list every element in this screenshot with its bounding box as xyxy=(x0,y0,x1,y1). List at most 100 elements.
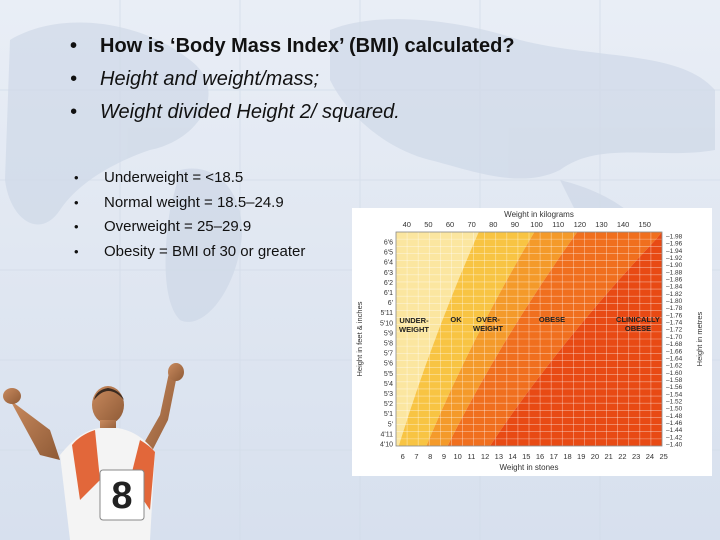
kg-tick-label: 40 xyxy=(403,220,411,229)
kg-tick-label: 60 xyxy=(446,220,454,229)
bullet-underweight: • Underweight = <18.5 xyxy=(74,166,364,191)
stone-tick-label: 25 xyxy=(659,452,667,461)
bullet-obesity: • Obesity = BMI of 30 or greater xyxy=(74,240,364,265)
bmi-category-list: • Underweight = <18.5 • Normal weight = … xyxy=(74,166,364,264)
zone-label: WEIGHT xyxy=(473,324,503,333)
metre-tick-label: –1.58 xyxy=(666,377,683,384)
stone-tick-label: 11 xyxy=(467,452,475,461)
metre-tick-label: –1.52 xyxy=(666,398,683,405)
metre-tick-label: –1.54 xyxy=(666,391,683,398)
stone-tick-label: 7 xyxy=(414,452,418,461)
zone-label: CLINICALLY xyxy=(616,315,660,324)
stone-tick-label: 19 xyxy=(577,452,585,461)
bmi-zone-0 xyxy=(396,232,479,446)
zone-label: OBESE xyxy=(539,315,565,324)
feet-tick-label: 5' xyxy=(388,421,393,428)
stone-tick-label: 13 xyxy=(495,452,503,461)
stone-tick-label: 21 xyxy=(605,452,613,461)
y-axis-label-right: Height in metres xyxy=(695,311,704,366)
bullet-dot: • xyxy=(74,243,79,259)
metre-tick-label: –1.92 xyxy=(666,255,683,262)
feet-tick-label: 5'2 xyxy=(384,401,393,408)
zone-label: OVER- xyxy=(476,315,500,324)
metre-tick-label: –1.62 xyxy=(666,363,683,370)
bullet-dot: • xyxy=(70,35,78,57)
metre-tick-label: –1.90 xyxy=(666,262,683,269)
feet-tick-label: 5'5 xyxy=(384,371,393,378)
zone-label: OK xyxy=(450,315,462,324)
kg-tick-label: 110 xyxy=(552,220,564,229)
bullet-dot: • xyxy=(70,68,78,90)
feet-tick-label: 4'10 xyxy=(380,442,393,449)
metre-tick-label: –1.56 xyxy=(666,384,683,391)
metre-tick-label: –1.88 xyxy=(666,269,683,276)
bullet-dot: • xyxy=(70,101,78,123)
metre-tick-label: –1.70 xyxy=(666,334,683,341)
feet-tick-label: 5'1 xyxy=(384,411,393,418)
kg-tick-label: 120 xyxy=(574,220,587,229)
feet-tick-label: 5'4 xyxy=(384,381,393,388)
feet-tick-label: 5'7 xyxy=(384,351,393,358)
metre-tick-label: –1.76 xyxy=(666,312,683,319)
plot-border xyxy=(395,231,663,447)
stone-tick-label: 16 xyxy=(536,452,544,461)
stone-tick-label: 20 xyxy=(591,452,599,461)
stone-tick-label: 15 xyxy=(522,452,530,461)
metre-tick-label: –1.82 xyxy=(666,291,683,298)
metre-tick-label: –1.60 xyxy=(666,370,683,377)
bullet-normal: • Normal weight = 18.5–24.9 xyxy=(74,191,364,216)
metre-tick-label: –1.66 xyxy=(666,348,683,355)
metre-tick-label: –1.84 xyxy=(666,284,683,291)
bullet-question: • How is ‘Body Mass Index’ (BMI) calcula… xyxy=(70,30,710,63)
kg-tick-label: 70 xyxy=(468,220,476,229)
x-axis-label-bottom: Weight in stones xyxy=(500,463,559,472)
stone-tick-label: 17 xyxy=(550,452,558,461)
stone-tick-label: 23 xyxy=(632,452,640,461)
feet-tick-label: 4'11 xyxy=(381,431,394,438)
kg-tick-label: 130 xyxy=(595,220,608,229)
kg-tick-label: 80 xyxy=(489,220,497,229)
stone-tick-label: 10 xyxy=(453,452,461,461)
feet-tick-label: 6' xyxy=(388,300,393,307)
metre-tick-label: –1.98 xyxy=(666,234,683,241)
svg-text:8: 8 xyxy=(111,475,132,517)
kg-tick-label: 150 xyxy=(638,220,651,229)
feet-tick-label: 5'8 xyxy=(384,341,393,348)
bullet-overweight: • Overweight = 25–29.9 xyxy=(74,215,364,240)
metre-tick-label: –1.42 xyxy=(666,434,683,441)
metre-tick-label: –1.80 xyxy=(666,298,683,305)
kg-tick-label: 100 xyxy=(530,220,543,229)
stone-tick-label: 9 xyxy=(442,452,446,461)
stone-tick-label: 6 xyxy=(401,452,405,461)
bullet-text: Underweight = <18.5 xyxy=(104,169,244,186)
bullet-text: Weight divided Height 2/ squared. xyxy=(100,101,400,123)
kg-tick-label: 90 xyxy=(511,220,519,229)
feet-tick-label: 6'5 xyxy=(384,250,393,257)
metre-tick-label: –1.96 xyxy=(666,241,683,248)
kg-tick-label: 140 xyxy=(617,220,630,229)
stone-tick-label: 14 xyxy=(508,452,516,461)
bullet-formula: • Weight divided Height 2/ squared. xyxy=(70,96,710,129)
bullet-dot: • xyxy=(74,170,79,185)
bullet-dot: • xyxy=(74,219,79,234)
zone-label: OBESE xyxy=(625,324,651,333)
metre-tick-label: –1.74 xyxy=(666,320,683,327)
stone-tick-label: 18 xyxy=(563,452,571,461)
bullet-height-weight: • Height and weight/mass; xyxy=(70,63,710,96)
feet-tick-label: 6'2 xyxy=(384,280,393,287)
metre-tick-label: –1.78 xyxy=(666,305,683,312)
metre-tick-label: –1.46 xyxy=(666,420,683,427)
y-axis-label-left: Height in feet & inches xyxy=(355,301,364,376)
zone-label: UNDER- xyxy=(399,316,429,325)
bullet-text: How is ‘Body Mass Index’ (BMI) calculate… xyxy=(100,35,515,57)
kg-tick-label: 50 xyxy=(424,220,432,229)
feet-tick-label: 6'4 xyxy=(384,260,393,267)
metre-tick-label: –1.64 xyxy=(666,355,683,362)
metre-tick-label: –1.40 xyxy=(666,442,683,449)
stone-tick-label: 24 xyxy=(646,452,654,461)
metre-tick-label: –1.68 xyxy=(666,341,683,348)
metre-tick-label: –1.50 xyxy=(666,406,683,413)
chart-title: Weight in kilograms xyxy=(504,210,574,219)
feet-tick-label: 6'3 xyxy=(384,270,393,277)
